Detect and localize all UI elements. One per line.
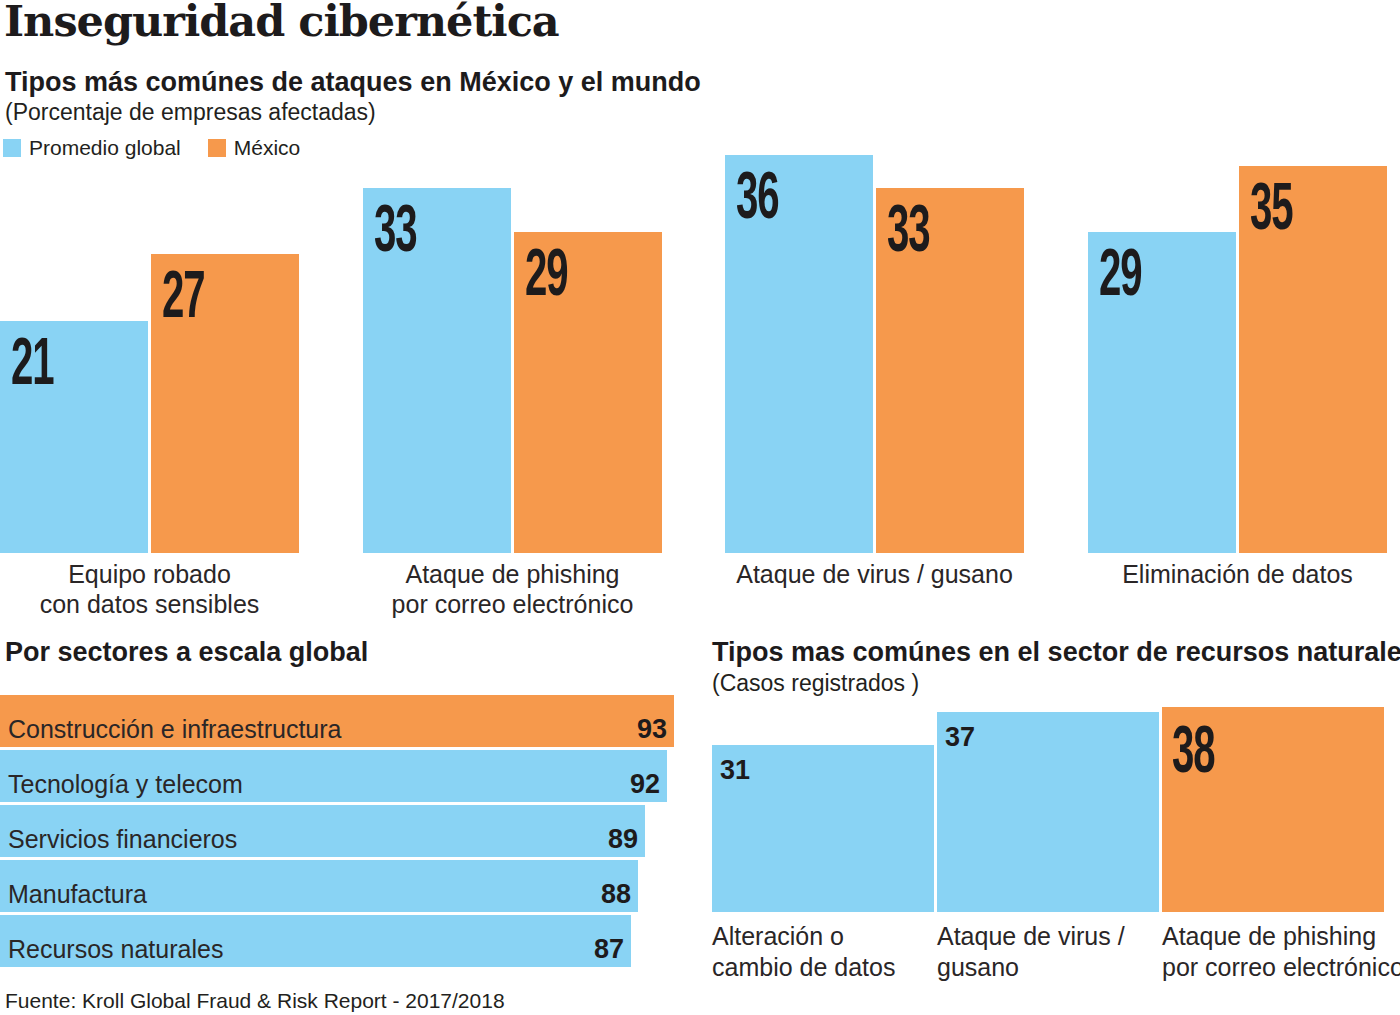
hbar-content: Manufactura 88	[0, 860, 638, 912]
category-label: Manufactura	[8, 881, 147, 909]
bar-value-label: 37	[945, 724, 975, 751]
legend-item-promedio-global: Promedio global	[3, 136, 181, 160]
bar-value-label: 29	[1099, 238, 1141, 305]
bar-value-label: 93	[637, 715, 667, 743]
hbar-content: Construcción e infraestructura 93	[0, 695, 674, 747]
legend-swatch-mexico-icon	[208, 139, 226, 157]
category-label: Ataque de phishingpor correo electrónico	[1162, 921, 1400, 983]
sectores-global-bar-0: Construcción e infraestructura 93	[0, 695, 674, 747]
hbar-content: Recursos naturales 87	[0, 915, 631, 967]
legend-label-mexico: México	[234, 136, 301, 160]
sectores-global-bar-3: Manufactura 88	[0, 860, 638, 912]
category-label: Alteración ocambio de datos	[712, 921, 895, 983]
bar-value-label: 36	[736, 161, 778, 228]
category-label: Equipo robadocon datos sensibles	[40, 559, 260, 619]
ataques-comunes-bar-promedio-global-0: 21	[0, 321, 148, 553]
bar-value-label: 31	[720, 757, 750, 784]
bar-value-label: 35	[1250, 172, 1292, 239]
chart-natural-subtitle: (Casos registrados )	[712, 670, 919, 697]
category-label: Ataque de virus /gusano	[937, 921, 1125, 983]
sector-recursos-naturales-bar-1: 37	[937, 712, 1159, 912]
ataques-comunes-bar-méxico-3: 35	[1239, 166, 1387, 553]
category-label: Tecnología y telecom	[8, 771, 243, 799]
bar-value-label: 87	[594, 935, 624, 963]
legend-label-promedio-global: Promedio global	[29, 136, 181, 160]
sectores-global-bar-1: Tecnología y telecom 92	[0, 750, 667, 802]
chart-attacks-legend: Promedio global México	[3, 136, 300, 160]
ataques-comunes-bar-promedio-global-3: 29	[1088, 232, 1236, 553]
ataques-comunes-bar-méxico-1: 29	[514, 232, 662, 553]
bar-value-label: 38	[1172, 715, 1214, 782]
bar-value-label: 33	[374, 194, 416, 261]
page-title: Inseguridad cibernética	[4, 0, 559, 46]
bar-value-label: 29	[525, 238, 567, 305]
legend-swatch-global-icon	[3, 139, 21, 157]
bar-value-label: 21	[11, 327, 53, 394]
category-label: Eliminación de datos	[1122, 559, 1353, 589]
ataques-comunes-bar-méxico-2: 33	[876, 188, 1024, 553]
ataques-comunes-bar-méxico-0: 27	[151, 254, 299, 553]
hbar-content: Tecnología y telecom 92	[0, 750, 667, 802]
chart-sectors-title: Por sectores a escala global	[5, 636, 368, 668]
legend-item-mexico: México	[208, 136, 301, 160]
category-label: Construcción e infraestructura	[8, 716, 341, 744]
ataques-comunes-bar-promedio-global-2: 36	[725, 155, 873, 553]
category-label: Ataque de phishingpor correo electrónico	[392, 559, 634, 619]
chart-attacks-subtitle: (Porcentaje de empresas afectadas)	[5, 99, 376, 126]
sectores-global-bar-2: Servicios financieros 89	[0, 805, 645, 857]
chart-natural-title: Tipos mas comúnes en el sector de recurs…	[712, 636, 1400, 668]
sector-recursos-naturales-bar-2: 38	[1162, 707, 1384, 912]
source-note: Fuente: Kroll Global Fraud & Risk Report…	[5, 988, 505, 1013]
bar-value-label: 92	[630, 770, 660, 798]
bar-value-label: 88	[601, 880, 631, 908]
ataques-comunes-bar-promedio-global-1: 33	[363, 188, 511, 553]
category-label: Ataque de virus / gusano	[736, 559, 1013, 589]
chart-attacks-title: Tipos más comúnes de ataques en México y…	[5, 66, 701, 98]
bar-value-label: 27	[162, 260, 204, 327]
hbar-content: Servicios financieros 89	[0, 805, 645, 857]
sectores-global-bar-4: Recursos naturales 87	[0, 915, 631, 967]
bar-value-label: 33	[887, 194, 929, 261]
category-label: Servicios financieros	[8, 826, 237, 854]
category-label: Recursos naturales	[8, 936, 223, 964]
bar-value-label: 89	[608, 825, 638, 853]
infographic-canvas: Inseguridad cibernética Tipos más comúne…	[0, 0, 1400, 1015]
sector-recursos-naturales-bar-0: 31	[712, 745, 934, 912]
